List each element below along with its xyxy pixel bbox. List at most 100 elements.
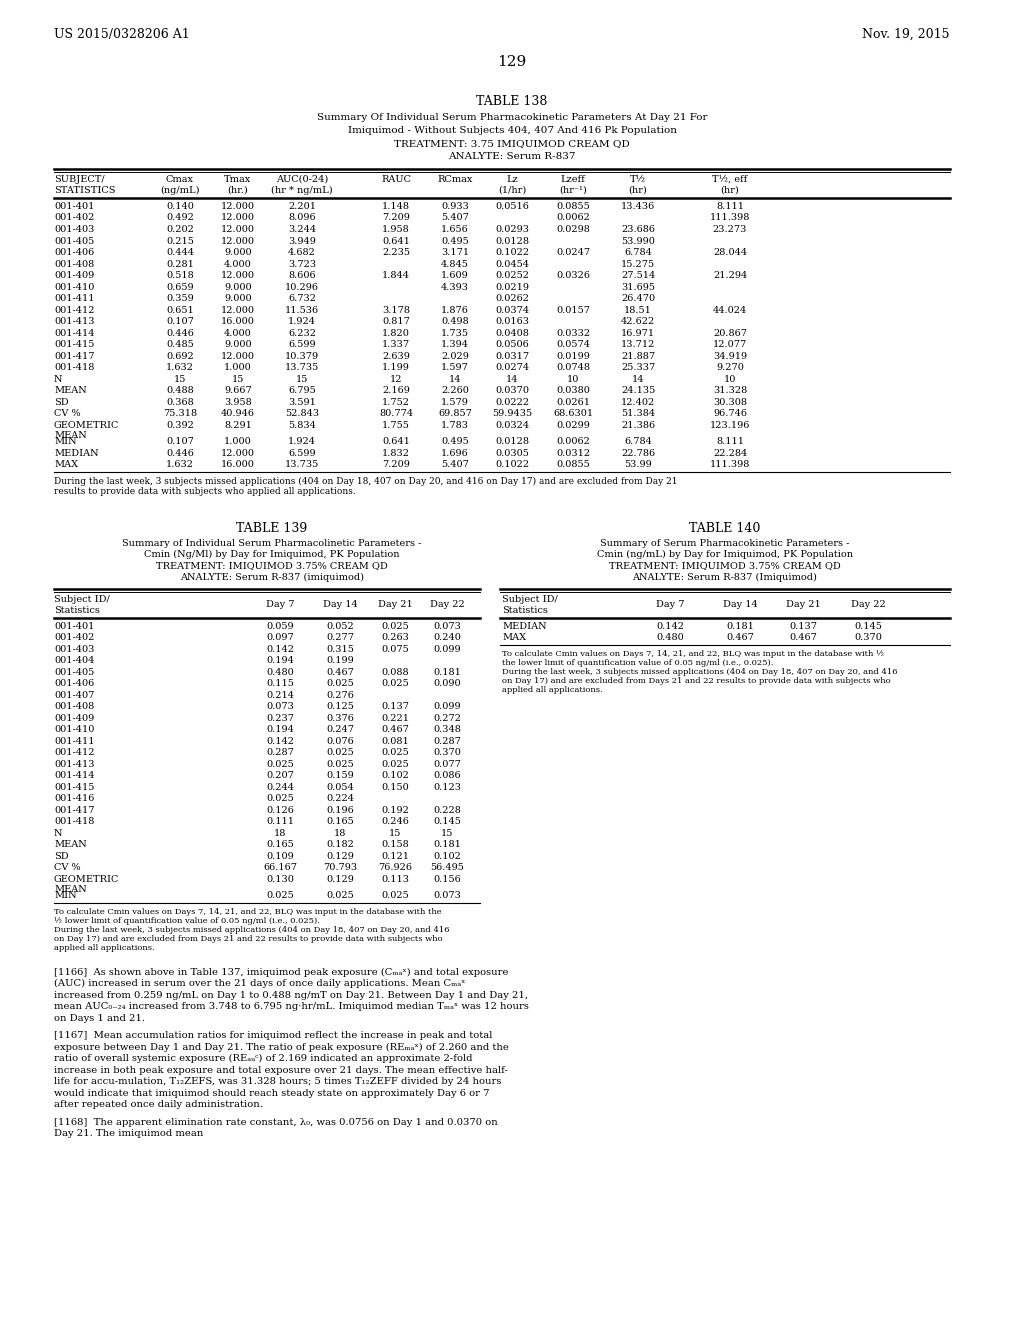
- Text: 0.348: 0.348: [433, 725, 461, 734]
- Text: 53.990: 53.990: [622, 236, 655, 246]
- Text: ANALYTE: Serum R-837 (Imiquimod): ANALYTE: Serum R-837 (Imiquimod): [633, 573, 817, 582]
- Text: 0.0748: 0.0748: [556, 363, 590, 372]
- Text: 0.125: 0.125: [326, 702, 354, 711]
- Text: 0.240: 0.240: [433, 634, 461, 642]
- Text: 001-408: 001-408: [54, 260, 94, 268]
- Text: 0.276: 0.276: [326, 690, 354, 700]
- Text: 0.165: 0.165: [326, 817, 354, 826]
- Text: on Days 1 and 21.: on Days 1 and 21.: [54, 1014, 145, 1023]
- Text: 21.887: 21.887: [621, 351, 655, 360]
- Text: TABLE 140: TABLE 140: [689, 521, 761, 535]
- Text: 0.025: 0.025: [266, 891, 294, 900]
- Text: 0.0298: 0.0298: [556, 224, 590, 234]
- Text: MEAN: MEAN: [54, 840, 87, 849]
- Text: 25.337: 25.337: [621, 363, 655, 372]
- Text: life for accu-mulation, T₁₂ZEFS, was 31.328 hours; 5 times T₁₂ZEFF divided by 24: life for accu-mulation, T₁₂ZEFS, was 31.…: [54, 1077, 502, 1086]
- Text: 0.077: 0.077: [433, 759, 461, 768]
- Text: 001-418: 001-418: [54, 817, 94, 826]
- Text: 0.0247: 0.0247: [556, 248, 590, 257]
- Text: 7.209: 7.209: [382, 459, 410, 469]
- Text: 0.659: 0.659: [166, 282, 194, 292]
- Text: 9.667: 9.667: [224, 385, 252, 395]
- Text: 001-415: 001-415: [54, 341, 94, 348]
- Text: 0.287: 0.287: [266, 748, 294, 756]
- Text: 0.107: 0.107: [166, 437, 194, 446]
- Text: 4.000: 4.000: [224, 329, 252, 338]
- Text: 0.097: 0.097: [266, 634, 294, 642]
- Text: increased from 0.259 ng/mL on Day 1 to 0.488 ng/mT on Day 21. Between Day 1 and : increased from 0.259 ng/mL on Day 1 to 0…: [54, 990, 528, 999]
- Text: 0.263: 0.263: [381, 634, 409, 642]
- Text: 0.142: 0.142: [656, 622, 684, 631]
- Text: 6.795: 6.795: [288, 385, 315, 395]
- Text: US 2015/0328206 A1: US 2015/0328206 A1: [54, 28, 189, 41]
- Text: 52.843: 52.843: [285, 409, 319, 418]
- Text: 0.145: 0.145: [433, 817, 461, 826]
- Text: 1.394: 1.394: [441, 341, 469, 348]
- Text: 0.0574: 0.0574: [556, 341, 590, 348]
- Text: 0.651: 0.651: [166, 305, 194, 314]
- Text: 18: 18: [273, 829, 286, 837]
- Text: 44.024: 44.024: [713, 305, 748, 314]
- Text: 21.386: 21.386: [621, 421, 655, 429]
- Text: 111.398: 111.398: [710, 214, 751, 223]
- Text: 0.370: 0.370: [854, 634, 882, 642]
- Text: (1/hr): (1/hr): [498, 186, 526, 195]
- Text: 0.025: 0.025: [326, 891, 354, 900]
- Text: 0.073: 0.073: [433, 891, 461, 900]
- Text: 9.000: 9.000: [224, 282, 252, 292]
- Text: 0.0262: 0.0262: [495, 294, 529, 304]
- Text: 001-417: 001-417: [54, 351, 94, 360]
- Text: 12.000: 12.000: [221, 224, 255, 234]
- Text: 0.376: 0.376: [326, 714, 354, 722]
- Text: 001-414: 001-414: [54, 771, 94, 780]
- Text: 0.073: 0.073: [266, 702, 294, 711]
- Text: 0.126: 0.126: [266, 805, 294, 814]
- Text: Day 14: Day 14: [323, 601, 357, 609]
- Text: Day 21: Day 21: [785, 601, 820, 609]
- Text: Day 21. The imiquimod mean: Day 21. The imiquimod mean: [54, 1129, 204, 1138]
- Text: 1.148: 1.148: [382, 202, 410, 211]
- Text: 0.247: 0.247: [326, 725, 354, 734]
- Text: 0.0163: 0.0163: [495, 317, 529, 326]
- Text: 0.0062: 0.0062: [556, 437, 590, 446]
- Text: 12: 12: [390, 375, 402, 384]
- Text: 28.044: 28.044: [713, 248, 748, 257]
- Text: 0.0219: 0.0219: [495, 282, 529, 292]
- Text: 0.277: 0.277: [326, 634, 354, 642]
- Text: 1.755: 1.755: [382, 421, 410, 429]
- Text: 3.171: 3.171: [441, 248, 469, 257]
- Text: 001-408: 001-408: [54, 702, 94, 711]
- Text: 4.682: 4.682: [288, 248, 316, 257]
- Text: GEOMETRIC: GEOMETRIC: [54, 421, 120, 429]
- Text: 0.817: 0.817: [382, 317, 410, 326]
- Text: 5.407: 5.407: [441, 214, 469, 223]
- Text: 12.077: 12.077: [713, 341, 748, 348]
- Text: 001-412: 001-412: [54, 305, 94, 314]
- Text: 2.639: 2.639: [382, 351, 410, 360]
- Text: Cmin (ng/mL) by Day for Imiquimod, PK Population: Cmin (ng/mL) by Day for Imiquimod, PK Po…: [597, 550, 853, 560]
- Text: TREATMENT: IMIQUIMOD 3.75% CREAM QD: TREATMENT: IMIQUIMOD 3.75% CREAM QD: [609, 561, 841, 570]
- Text: 0.518: 0.518: [166, 271, 194, 280]
- Text: Lz: Lz: [506, 176, 518, 183]
- Text: 2.169: 2.169: [382, 385, 410, 395]
- Text: 8.111: 8.111: [716, 437, 744, 446]
- Text: Subject ID/: Subject ID/: [54, 594, 110, 603]
- Text: To calculate Cmin values on Days 7, 14, 21, and 22, BLQ was input in the databas: To calculate Cmin values on Days 7, 14, …: [502, 649, 884, 657]
- Text: 0.192: 0.192: [381, 805, 409, 814]
- Text: 0.228: 0.228: [433, 805, 461, 814]
- Text: 27.514: 27.514: [621, 271, 655, 280]
- Text: 0.182: 0.182: [326, 840, 354, 849]
- Text: 12.000: 12.000: [221, 351, 255, 360]
- Text: 0.076: 0.076: [326, 737, 354, 746]
- Text: 001-409: 001-409: [54, 714, 94, 722]
- Text: 1.597: 1.597: [441, 363, 469, 372]
- Text: 8.606: 8.606: [288, 271, 315, 280]
- Text: Lzeff: Lzeff: [560, 176, 586, 183]
- Text: 0.0199: 0.0199: [556, 351, 590, 360]
- Text: 12.000: 12.000: [221, 236, 255, 246]
- Text: 15: 15: [174, 375, 186, 384]
- Text: 0.107: 0.107: [166, 317, 194, 326]
- Text: RCmax: RCmax: [437, 176, 473, 183]
- Text: 15.275: 15.275: [621, 260, 655, 268]
- Text: 0.933: 0.933: [441, 202, 469, 211]
